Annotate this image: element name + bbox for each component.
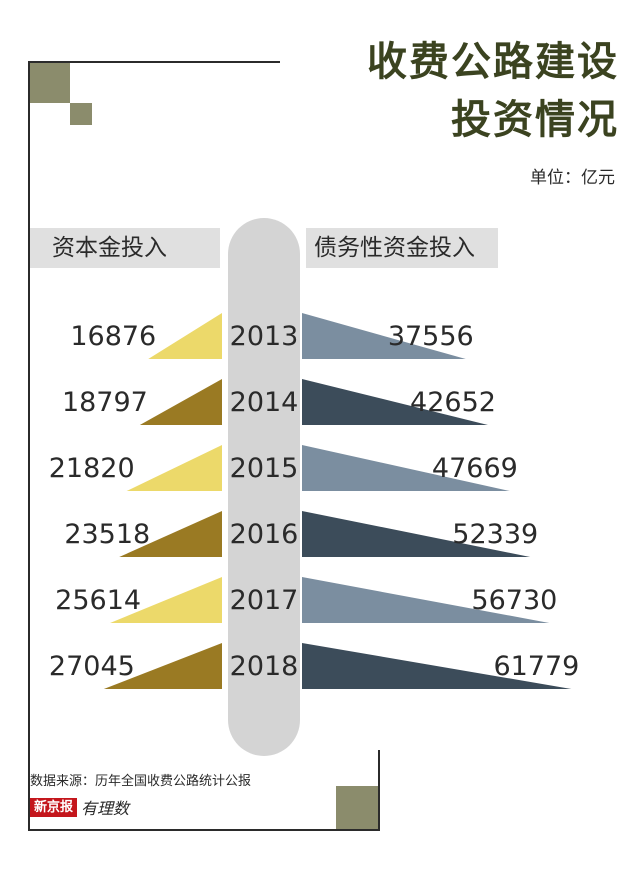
right-value-2017: 56730: [471, 585, 557, 616]
left-value-2017: 25614: [55, 585, 141, 616]
left-value-2013: 16876: [70, 321, 156, 352]
frame-left-line: [28, 61, 30, 831]
right-value-2014: 42652: [410, 387, 496, 418]
right-bar-2017: [302, 577, 550, 623]
frame-bottom-square: [336, 786, 378, 829]
data-source-note: 数据来源：历年全国收费公路统计公报: [30, 774, 252, 789]
year-label-2016: 2016: [230, 519, 299, 550]
right-series-header: 债务性资金投入: [306, 228, 498, 268]
left-value-2015: 21820: [49, 453, 135, 484]
chart-title-line1: 收费公路建设: [367, 39, 619, 85]
right-bar-2016: [302, 511, 531, 557]
unit-label: 单位：亿元: [530, 168, 615, 188]
chart-title-line2: 投资情况: [451, 97, 619, 143]
left-series-header: 资本金投入: [30, 228, 220, 268]
right-value-2016: 52339: [452, 519, 538, 550]
brand-badge: 新京报: [30, 797, 78, 817]
frame-right-line: [378, 750, 380, 831]
left-bar-2018: [103, 643, 222, 689]
year-label-2014: 2014: [230, 387, 299, 418]
right-bar-2014: [302, 379, 488, 425]
right-value-2013: 37556: [388, 321, 474, 352]
year-column-pill: [228, 218, 300, 756]
frame-top-line: [28, 61, 280, 63]
left-value-2014: 18797: [62, 387, 148, 418]
left-value-2016: 23518: [64, 519, 150, 550]
year-label-2018: 2018: [230, 651, 299, 682]
left-value-2018: 27045: [49, 651, 135, 682]
right-bar-2015: [302, 445, 510, 491]
left-bar-2013: [148, 313, 222, 359]
frame-bottom-line: [28, 829, 380, 831]
right-bar-2018: [302, 643, 572, 689]
frame-corner-square: [30, 63, 70, 103]
right-value-2015: 47669: [432, 453, 518, 484]
left-bar-2015: [126, 445, 222, 491]
year-label-2015: 2015: [230, 453, 299, 484]
left-bar-2016: [119, 511, 222, 557]
frame-corner-square-small: [70, 103, 92, 125]
right-value-2018: 61779: [493, 651, 579, 682]
right-bar-2013: [302, 313, 466, 359]
brand-script: 有理数: [81, 799, 130, 818]
year-label-2013: 2013: [230, 321, 299, 352]
year-label-2017: 2017: [230, 585, 299, 616]
left-bar-2014: [139, 379, 222, 425]
left-bar-2017: [110, 577, 222, 623]
brand-logo: 新京报 有理数: [30, 797, 130, 818]
